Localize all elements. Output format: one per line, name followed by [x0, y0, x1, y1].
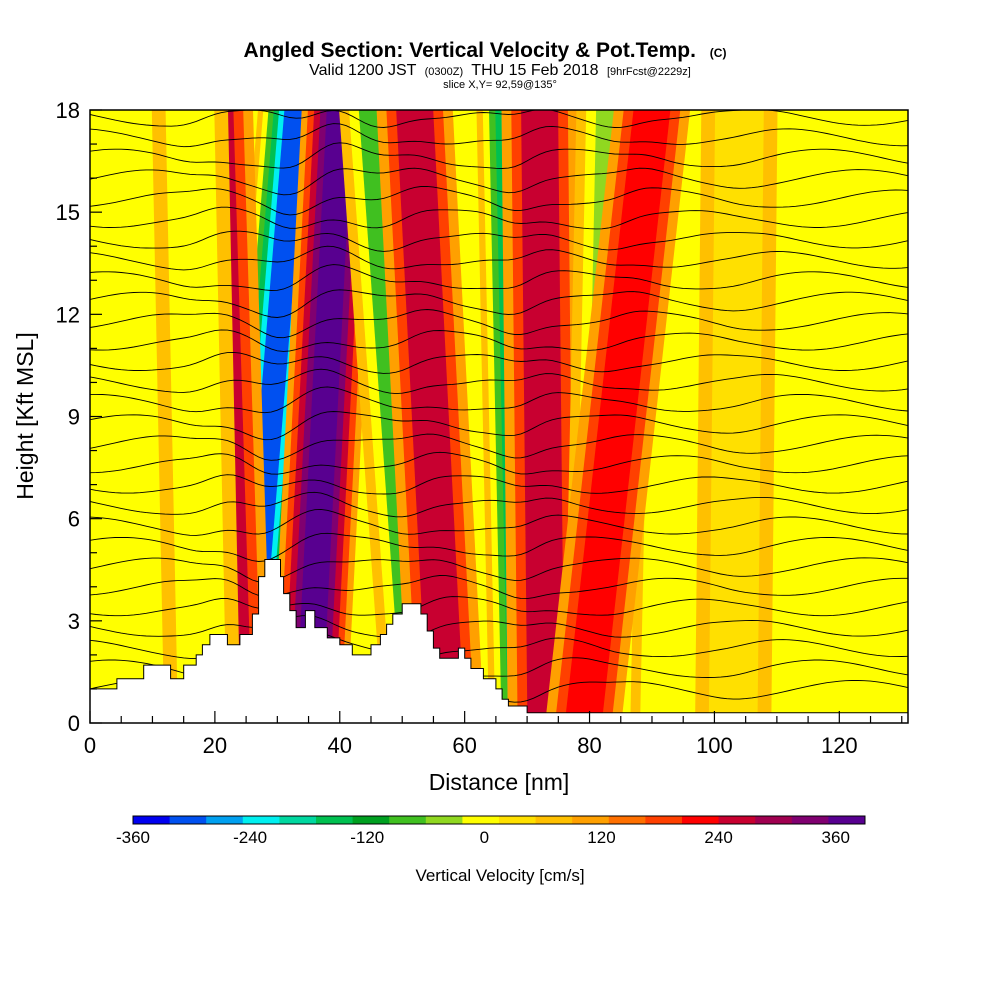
theta-contour-21 [90, 245, 908, 271]
theta-contour-20 [90, 264, 908, 291]
title-block: Angled Section: Vertical Velocity & Pot.… [244, 39, 727, 91]
x-tick-label: 120 [821, 733, 858, 758]
y-tick-label: 0 [68, 711, 80, 736]
theta-contour-14 [90, 386, 908, 414]
theta-contour-4 [90, 596, 908, 617]
velocity-band-3-level-2 [396, 110, 465, 723]
x-tick-label: 20 [203, 733, 227, 758]
y-axis-label: Height [Kft MSL] [12, 332, 38, 499]
colorbar-swatch [389, 816, 427, 824]
colorbar-swatch [169, 816, 207, 824]
theta-contour-16 [90, 351, 908, 374]
subtitle-utc: (0300Z) [425, 66, 464, 78]
y-tick-label: 12 [56, 302, 80, 327]
colorbar-swatch [572, 816, 610, 824]
chart-title-main: Angled Section: Vertical Velocity & Pot.… [244, 39, 696, 62]
colorbar-frame [132, 815, 866, 825]
colorbar-tick-label: 120 [587, 828, 615, 847]
velocity-band-10-level-1 [708, 110, 764, 723]
y-tick-label: 9 [68, 405, 80, 430]
velocity-band-9-level-1 [165, 110, 227, 723]
subtitle-valid: Valid 1200 JST [309, 62, 417, 79]
colorbar-swatch [425, 816, 463, 824]
plot-area: 0 20 40 60 80 100 120 0 3 6 9 12 15 18 [56, 98, 909, 758]
colorbar-swatch [828, 816, 866, 824]
velocity-band-1-level-4 [295, 110, 353, 723]
theta-contour-22 [90, 230, 908, 252]
y-tick-label: 6 [68, 507, 80, 532]
colorbar-swatch [718, 816, 756, 824]
colorbar-swatch [645, 816, 683, 824]
velocity-band-5-level-2 [521, 110, 565, 723]
colorbar-swatch [755, 816, 793, 824]
terrain [89, 559, 909, 724]
colorbar-swatch [462, 816, 500, 824]
colorbar-swatch [242, 816, 280, 824]
theta-contour-13 [90, 411, 908, 441]
slice-label: slice X,Y= 92,59@135° [443, 79, 557, 91]
chart-title-tag: (C) [710, 46, 727, 60]
theta-contour-19 [90, 289, 908, 318]
x-tick-label: 100 [696, 733, 733, 758]
theta-contour-11 [90, 451, 908, 475]
theta-contour-7 [90, 532, 908, 562]
theta-contours [90, 110, 908, 705]
colorbar-swatch [535, 816, 573, 824]
x-tick-label: 60 [452, 733, 476, 758]
theta-contour-9 [90, 491, 908, 518]
theta-contour-3 [90, 615, 908, 640]
colorbar-swatch [279, 816, 317, 824]
velocity-band-7-level-2 [564, 110, 671, 723]
colorbar: -360 -240 -120 0 120 240 360 [116, 815, 866, 847]
colorbar-swatch [316, 816, 353, 824]
y-tick-label: 18 [56, 98, 80, 123]
colorbar-swatch [206, 816, 244, 824]
colorbar-swatch [608, 816, 646, 824]
subtitle-forecast: [9hrFcst@2229z] [607, 66, 691, 78]
theta-contour-27 [90, 123, 908, 148]
colorbar-tick-label: 240 [704, 828, 732, 847]
colorbar-swatch [133, 816, 170, 824]
theta-contour-25 [90, 167, 908, 196]
theta-contour-8 [90, 508, 908, 536]
x-tick-label: 0 [84, 733, 96, 758]
y-tick-label: 3 [68, 609, 80, 634]
colorbar-swatch [791, 816, 829, 824]
y-tick-label: 15 [56, 200, 80, 225]
colorbar-title: Vertical Velocity [cm/s] [415, 866, 584, 885]
colorbar-tick-label: -360 [116, 828, 150, 847]
theta-contour-23 [90, 206, 908, 230]
x-tick-label: 40 [328, 733, 352, 758]
colorbar-tick-label: 0 [480, 828, 489, 847]
chart-title: Angled Section: Vertical Velocity & Pot.… [244, 39, 727, 62]
x-axis-label: Distance [nm] [429, 769, 570, 795]
subtitle-date: THU 15 Feb 2018 [471, 62, 598, 79]
x-axis: 0 20 40 60 80 100 120 [84, 711, 903, 758]
colorbar-swatch [682, 816, 719, 824]
theta-contour-18 [90, 309, 908, 339]
theta-contour-24 [90, 185, 908, 216]
velocity-field [151, 110, 778, 723]
theta-contour-10 [90, 474, 908, 495]
colorbar-swatch [352, 816, 390, 824]
x-tick-label: 80 [577, 733, 601, 758]
chart-subtitle: Valid 1200 JST (0300Z) THU 15 Feb 2018 [… [309, 62, 691, 79]
colorbar-swatch [499, 816, 536, 824]
theta-contour-6 [90, 557, 908, 583]
colorbar-tick-label: -240 [233, 828, 267, 847]
theta-contour-15 [90, 368, 908, 395]
colorbar-tick-label: 360 [822, 828, 850, 847]
colorbar-tick-label: -120 [350, 828, 384, 847]
theta-contour-5 [90, 575, 908, 600]
y-axis: 0 3 6 9 12 15 18 [56, 98, 102, 736]
theta-contour-17 [90, 329, 908, 352]
theta-contour-26 [90, 142, 908, 169]
theta-contour-12 [90, 433, 908, 461]
